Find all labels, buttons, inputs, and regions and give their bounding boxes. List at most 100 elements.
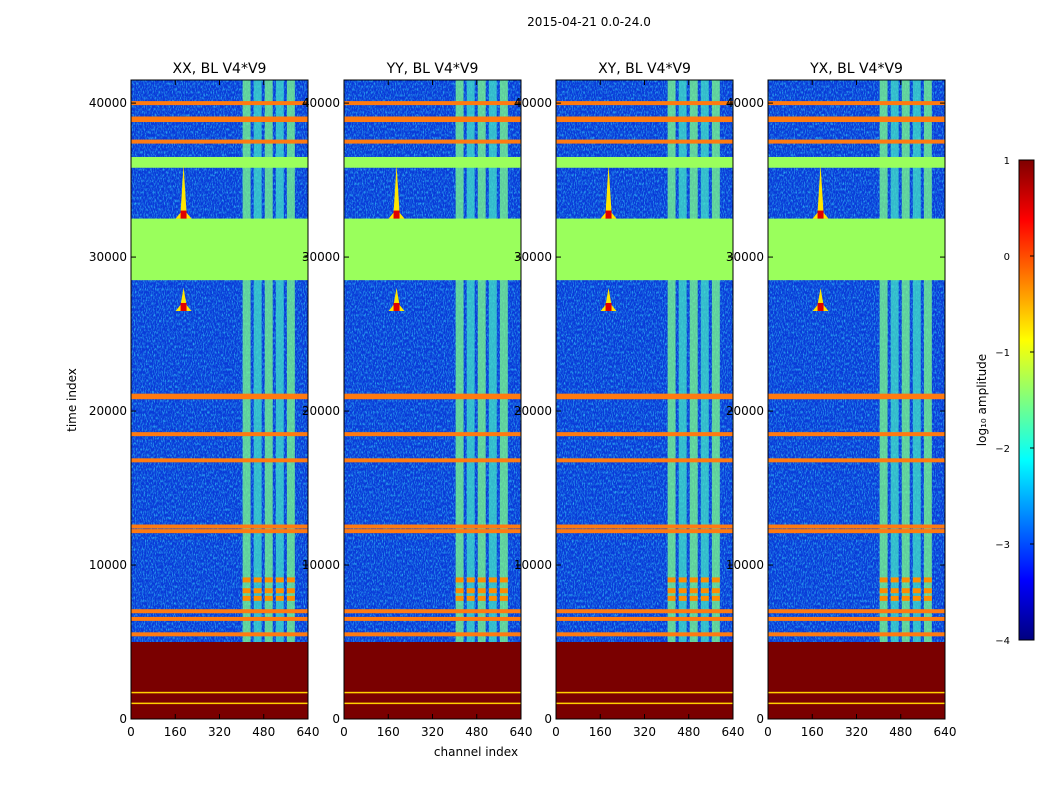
colorbar-tick-label: −3 bbox=[995, 540, 1010, 551]
hot-cell bbox=[923, 588, 932, 594]
colorbar: 1 0 −1 −2 −3 −4 log₁₀ amplitude bbox=[975, 156, 1035, 647]
hot-cell bbox=[499, 577, 508, 583]
hot-cell bbox=[264, 588, 273, 594]
rfi-row bbox=[768, 524, 945, 529]
y-tick-label: 40000 bbox=[89, 96, 127, 110]
hot-cell bbox=[879, 588, 888, 594]
hot-cell bbox=[286, 595, 295, 601]
rfi-spike bbox=[600, 164, 617, 219]
panel-3: XY, BL V4*V9 0 160 320 480 640 0 10000 20000 3000… bbox=[514, 61, 745, 739]
rfi-row bbox=[131, 118, 308, 123]
hot-cell bbox=[242, 577, 251, 583]
rfi-row bbox=[131, 101, 308, 106]
x-tick-label: 480 bbox=[889, 725, 912, 739]
active-channel-stripe bbox=[711, 80, 720, 643]
rfi-row bbox=[768, 632, 945, 637]
rfi-spike bbox=[175, 164, 192, 219]
rfi-row bbox=[131, 524, 308, 529]
rfi-row bbox=[131, 432, 308, 437]
hot-cell bbox=[700, 588, 709, 594]
rfi-row bbox=[768, 529, 945, 534]
hot-cell bbox=[286, 588, 295, 594]
active-channel-stripe bbox=[242, 80, 251, 643]
rfi-row bbox=[556, 529, 733, 534]
hot-cell bbox=[242, 588, 251, 594]
colorbar-bar bbox=[1018, 159, 1035, 641]
hot-cell bbox=[499, 595, 508, 601]
hot-cell bbox=[477, 577, 486, 583]
saturated-line bbox=[344, 702, 521, 705]
rfi-spike bbox=[600, 287, 617, 311]
x-tick-label: 320 bbox=[633, 725, 656, 739]
x-tick-label: 480 bbox=[465, 725, 488, 739]
x-tick-label: 480 bbox=[252, 725, 275, 739]
saturated-line bbox=[131, 702, 308, 705]
saturated-line bbox=[344, 691, 521, 694]
rfi-row bbox=[344, 118, 521, 123]
rfi-spike bbox=[812, 287, 829, 311]
y-tick-label: 40000 bbox=[302, 96, 340, 110]
y-tick-label: 40000 bbox=[726, 96, 764, 110]
hot-cell bbox=[890, 577, 899, 583]
saturated-block bbox=[768, 642, 945, 719]
rfi-row bbox=[768, 395, 945, 400]
saturated-line bbox=[556, 691, 733, 694]
panel-4: YX, BL V4*V9 0 160 320 480 640 0 10000 20000 3000… bbox=[726, 61, 957, 739]
panel-title: XY, BL V4*V9 bbox=[598, 61, 691, 77]
rfi-row bbox=[131, 458, 308, 463]
x-tick-label: 320 bbox=[845, 725, 868, 739]
colorbar-label: log₁₀ amplitude bbox=[975, 354, 989, 446]
saturated-line bbox=[768, 691, 945, 694]
rfi-spike-core bbox=[817, 210, 824, 219]
rfi-spike-core bbox=[393, 210, 400, 219]
rfi-row bbox=[344, 632, 521, 637]
rfi-row bbox=[556, 395, 733, 400]
rfi-row bbox=[556, 609, 733, 614]
y-tick-label: 30000 bbox=[726, 250, 764, 264]
hot-cell bbox=[455, 588, 464, 594]
x-tick-label: 0 bbox=[552, 725, 560, 739]
flagged-block bbox=[344, 218, 521, 281]
x-tick-label: 160 bbox=[801, 725, 824, 739]
panel-title: XX, BL V4*V9 bbox=[173, 61, 267, 77]
hot-cell bbox=[488, 595, 497, 601]
active-channel-stripe bbox=[275, 80, 284, 643]
hot-cell bbox=[275, 588, 284, 594]
rfi-row bbox=[344, 609, 521, 614]
hot-cell bbox=[667, 588, 676, 594]
hot-cell bbox=[879, 577, 888, 583]
rfi-row bbox=[768, 609, 945, 614]
hot-cell bbox=[711, 588, 720, 594]
y-tick-label: 0 bbox=[332, 712, 340, 726]
rfi-row bbox=[131, 529, 308, 534]
hot-cell bbox=[700, 595, 709, 601]
y-tick-label: 0 bbox=[756, 712, 764, 726]
x-tick-label: 320 bbox=[208, 725, 231, 739]
rfi-row bbox=[344, 139, 521, 144]
hot-cell bbox=[879, 595, 888, 601]
rfi-row bbox=[344, 395, 521, 400]
hot-cell bbox=[667, 577, 676, 583]
panel-2: YY, BL V4*V9 0 160 320 480 640 0 10000 20000 3000… bbox=[302, 61, 533, 739]
active-channel-stripe bbox=[477, 80, 486, 643]
x-tick-label: 480 bbox=[677, 725, 700, 739]
x-tick-label: 320 bbox=[421, 725, 444, 739]
active-channel-stripe bbox=[923, 80, 932, 643]
hot-cell bbox=[711, 595, 720, 601]
hot-cell bbox=[912, 595, 921, 601]
rfi-row bbox=[556, 616, 733, 621]
colorbar-tick-label: −2 bbox=[995, 444, 1010, 455]
y-tick-label: 30000 bbox=[514, 250, 552, 264]
flagged-band bbox=[344, 156, 521, 168]
active-channel-stripe bbox=[264, 80, 273, 643]
active-channel-stripe bbox=[689, 80, 698, 643]
x-tick-label: 640 bbox=[510, 725, 533, 739]
x-tick-label: 160 bbox=[377, 725, 400, 739]
colorbar-tick-label: 1 bbox=[1004, 156, 1010, 167]
y-tick-label: 10000 bbox=[89, 558, 127, 572]
y-tick-label: 10000 bbox=[302, 558, 340, 572]
y-tick-label: 40000 bbox=[514, 96, 552, 110]
hot-cell bbox=[477, 595, 486, 601]
active-channel-stripe bbox=[488, 80, 497, 643]
